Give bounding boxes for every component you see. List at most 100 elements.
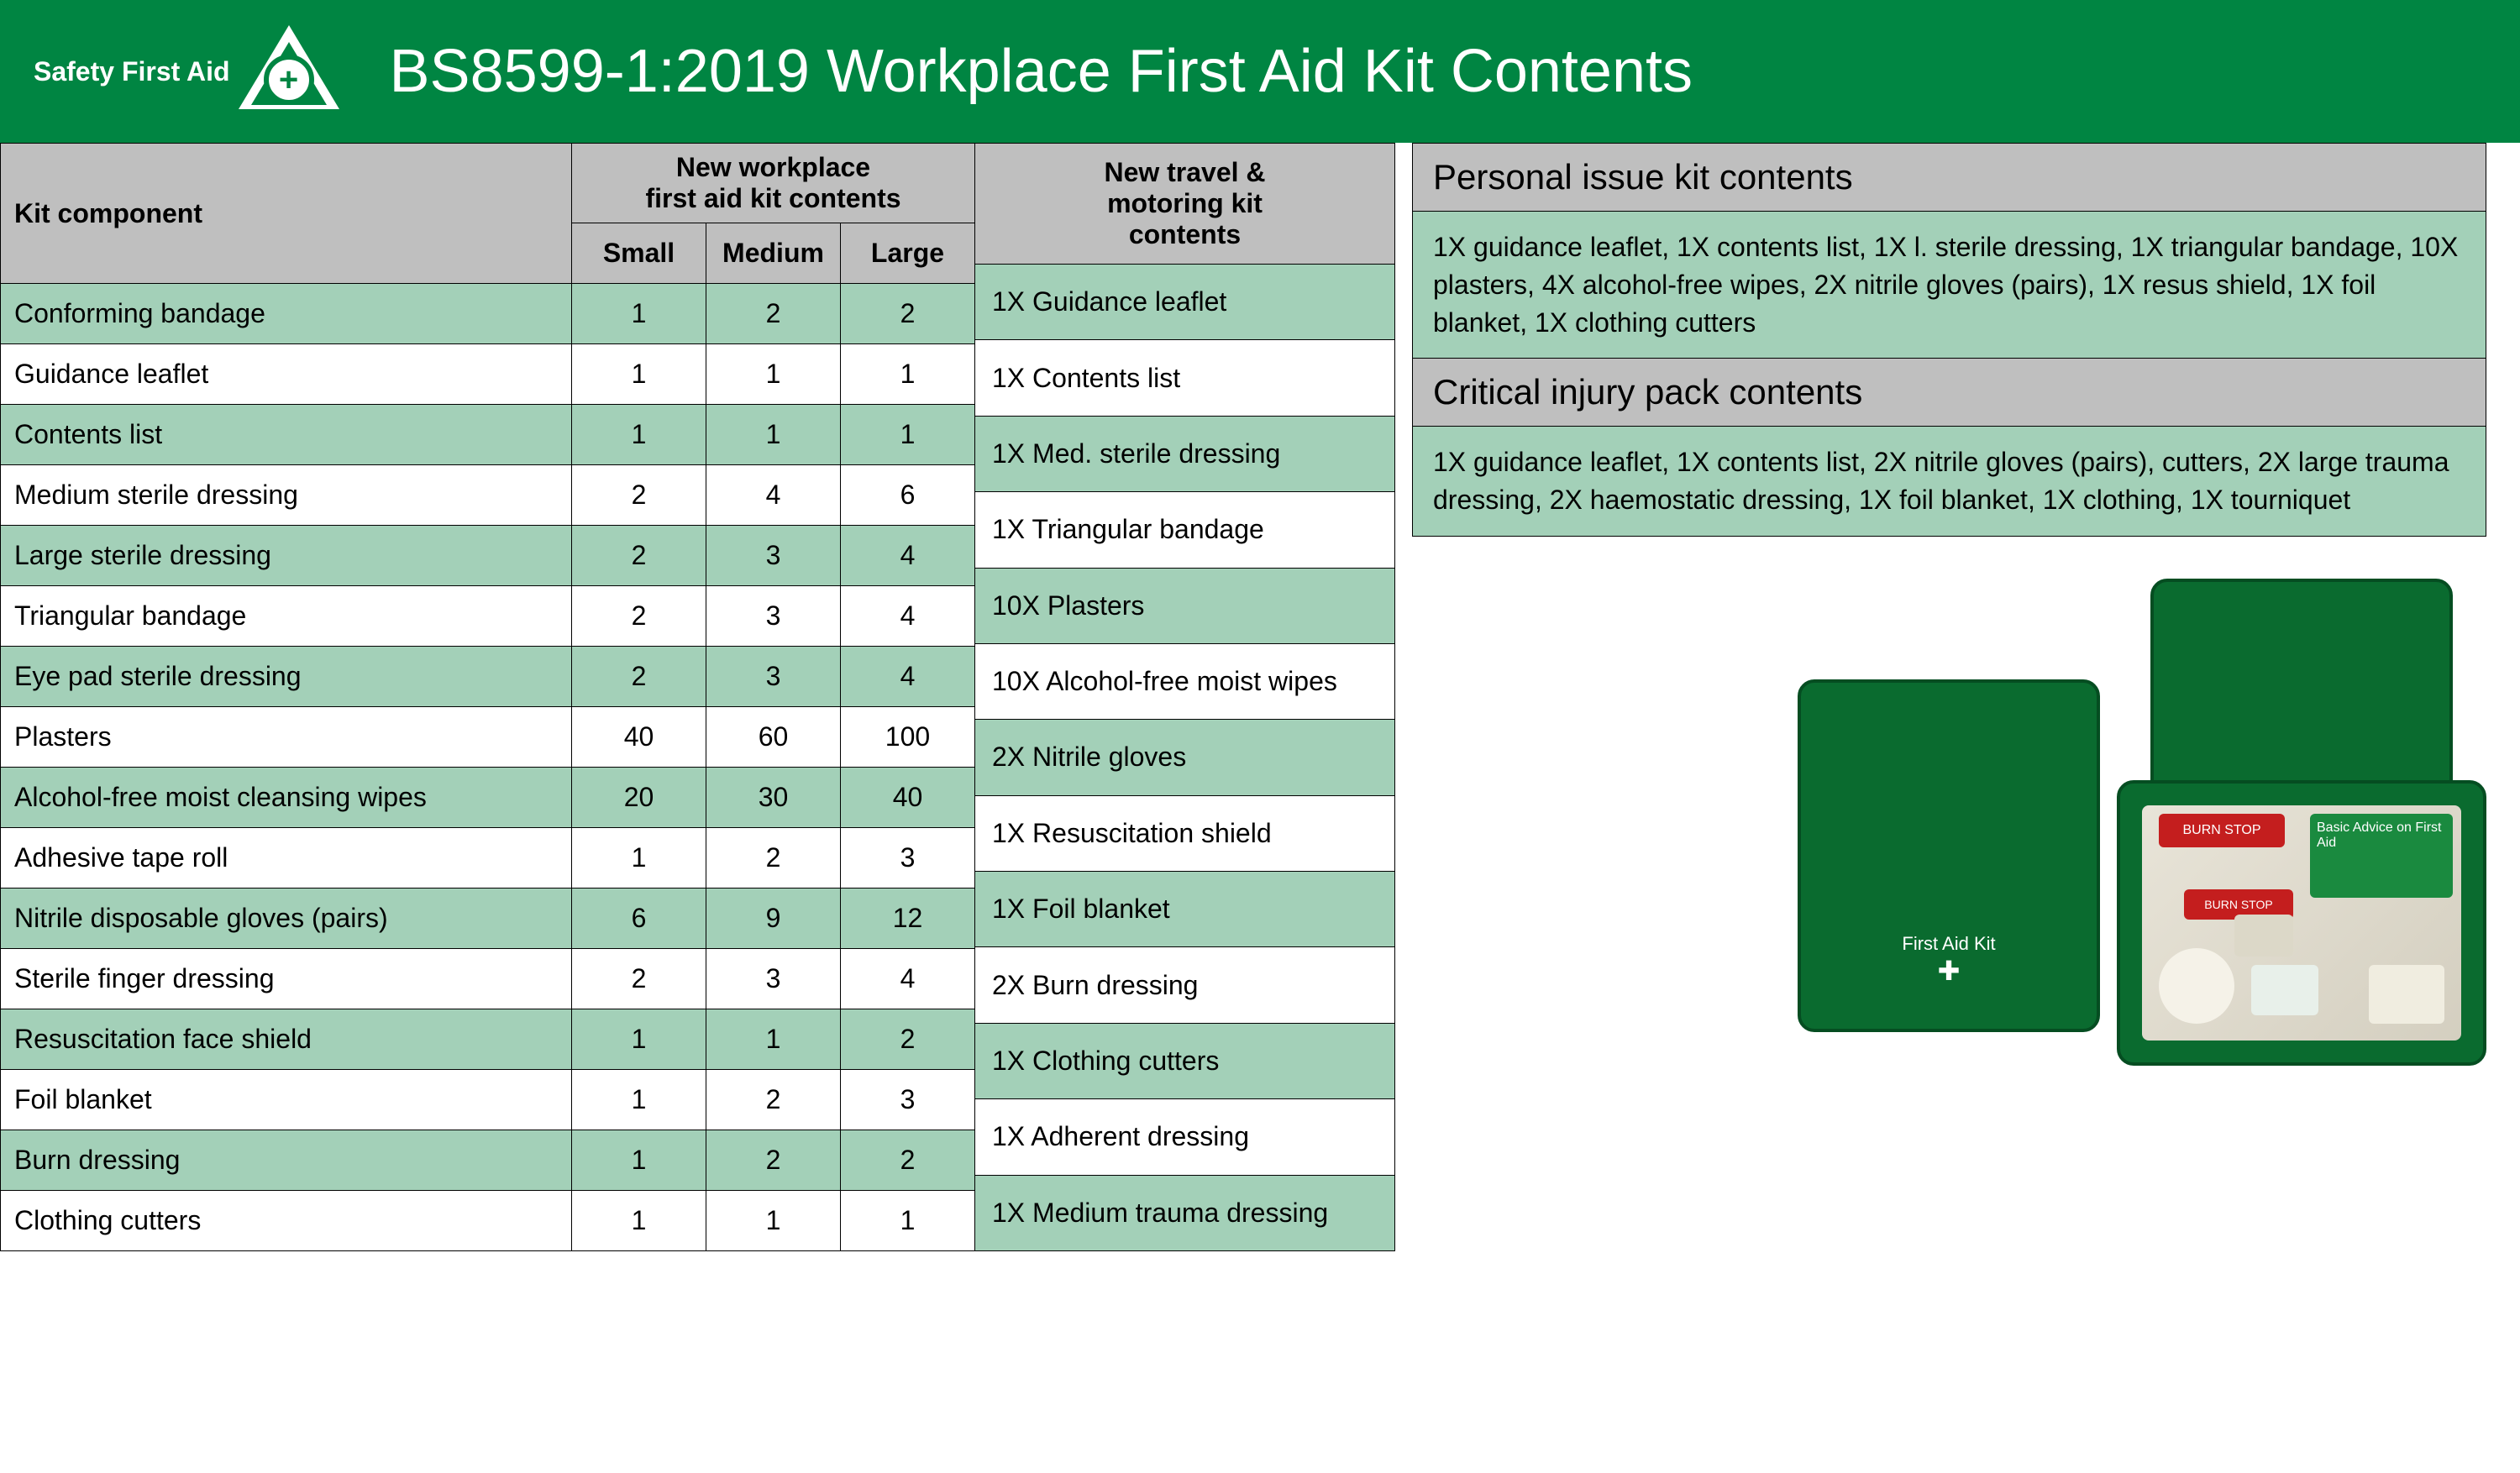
cell-medium: 1 [706, 1009, 841, 1070]
cell-small: 20 [572, 768, 706, 828]
cell-large: 2 [841, 284, 975, 344]
cell-travel-item: 1X Triangular bandage [975, 492, 1395, 568]
table-row: Medium sterile dressing246 [1, 465, 975, 526]
cell-component: Resuscitation face shield [1, 1009, 572, 1070]
main-kit-table: Kit component New workplace first aid ki… [0, 143, 975, 1251]
cell-small: 2 [572, 465, 706, 526]
cell-component: Alcohol-free moist cleansing wipes [1, 768, 572, 828]
cell-medium: 2 [706, 1070, 841, 1130]
cell-component: Triangular bandage [1, 586, 572, 647]
personal-issue-body: 1X guidance leaflet, 1X contents list, 1… [1413, 212, 2486, 358]
table-row: 1X Foil blanket [975, 872, 1395, 947]
table-row: 10X Alcohol-free moist wipes [975, 643, 1395, 719]
cell-medium: 1 [706, 344, 841, 405]
cell-small: 2 [572, 526, 706, 586]
cell-small: 1 [572, 405, 706, 465]
right-column: Personal issue kit contents 1X guidance … [1412, 143, 2520, 1251]
table-row: Triangular bandage234 [1, 586, 975, 647]
cell-large: 100 [841, 707, 975, 768]
cell-small: 2 [572, 586, 706, 647]
cell-component: Clothing cutters [1, 1191, 572, 1251]
cell-medium: 4 [706, 465, 841, 526]
cell-travel-item: 2X Nitrile gloves [975, 720, 1395, 795]
cell-medium: 2 [706, 1130, 841, 1191]
table-row: Clothing cutters111 [1, 1191, 975, 1251]
cell-travel-item: 1X Clothing cutters [975, 1023, 1395, 1098]
cell-small: 1 [572, 344, 706, 405]
cell-travel-item: 1X Foil blanket [975, 872, 1395, 947]
cell-medium: 3 [706, 586, 841, 647]
logo-icon: + [239, 21, 339, 122]
header-workplace-group: New workplace first aid kit contents [572, 144, 975, 223]
closed-case-label: First Aid Kit ✚ [1902, 933, 1995, 987]
cell-component: Medium sterile dressing [1, 465, 572, 526]
table-row: Sterile finger dressing234 [1, 949, 975, 1009]
supplies-icon: BURN STOP Basic Advice on First Aid BURN… [2142, 805, 2461, 1041]
cell-travel-item: 1X Adherent dressing [975, 1099, 1395, 1175]
cell-medium: 3 [706, 949, 841, 1009]
cell-medium: 1 [706, 1191, 841, 1251]
cell-large: 1 [841, 405, 975, 465]
cell-travel-item: 1X Medium trauma dressing [975, 1175, 1395, 1251]
cell-small: 1 [572, 1070, 706, 1130]
tables-column: Kit component New workplace first aid ki… [0, 143, 1395, 1251]
cell-medium: 60 [706, 707, 841, 768]
cell-small: 1 [572, 1191, 706, 1251]
header-medium: Medium [706, 223, 841, 284]
cell-large: 12 [841, 889, 975, 949]
cell-component: Eye pad sterile dressing [1, 647, 572, 707]
table-row: Conforming bandage122 [1, 284, 975, 344]
content-area: Kit component New workplace first aid ki… [0, 143, 2520, 1251]
kit-image-area: First Aid Kit ✚ BURN STOP Basic Advice o… [1412, 562, 2486, 1099]
cell-small: 1 [572, 1009, 706, 1070]
header-large: Large [841, 223, 975, 284]
table-row: 2X Burn dressing [975, 947, 1395, 1023]
critical-injury-title: Critical injury pack contents [1413, 359, 2486, 427]
cell-large: 3 [841, 828, 975, 889]
cell-large: 4 [841, 526, 975, 586]
cell-component: Conforming bandage [1, 284, 572, 344]
cell-travel-item: 1X Resuscitation shield [975, 795, 1395, 871]
cell-medium: 9 [706, 889, 841, 949]
cell-component: Adhesive tape roll [1, 828, 572, 889]
cell-travel-item: 10X Alcohol-free moist wipes [975, 643, 1395, 719]
cell-small: 40 [572, 707, 706, 768]
logo-text: Safety First Aid [34, 56, 230, 87]
personal-issue-box: Personal issue kit contents 1X guidance … [1412, 143, 2486, 359]
table-row: 1X Triangular bandage [975, 492, 1395, 568]
cell-component: Burn dressing [1, 1130, 572, 1191]
table-row: Eye pad sterile dressing234 [1, 647, 975, 707]
cell-travel-item: 1X Contents list [975, 340, 1395, 416]
table-row: Resuscitation face shield112 [1, 1009, 975, 1070]
cell-large: 1 [841, 1191, 975, 1251]
cell-small: 6 [572, 889, 706, 949]
cell-small: 1 [572, 828, 706, 889]
cell-medium: 1 [706, 405, 841, 465]
table-row: 1X Resuscitation shield [975, 795, 1395, 871]
table-row: Guidance leaflet111 [1, 344, 975, 405]
cell-large: 2 [841, 1130, 975, 1191]
table-row: Foil blanket123 [1, 1070, 975, 1130]
cell-large: 3 [841, 1070, 975, 1130]
cell-medium: 30 [706, 768, 841, 828]
table-row: 1X Med. sterile dressing [975, 416, 1395, 491]
cell-large: 6 [841, 465, 975, 526]
table-row: 1X Guidance leaflet [975, 265, 1395, 340]
cell-small: 1 [572, 1130, 706, 1191]
table-row: Plasters4060100 [1, 707, 975, 768]
page-header: Safety First Aid + BS8599-1:2019 Workpla… [0, 0, 2520, 143]
table-row: 1X Adherent dressing [975, 1099, 1395, 1175]
cell-small: 1 [572, 284, 706, 344]
table-row: 1X Contents list [975, 340, 1395, 416]
cell-component: Contents list [1, 405, 572, 465]
header-kit-component: Kit component [1, 144, 572, 284]
critical-injury-box: Critical injury pack contents 1X guidanc… [1412, 359, 2486, 537]
cell-component: Foil blanket [1, 1070, 572, 1130]
table-row: Adhesive tape roll123 [1, 828, 975, 889]
cell-medium: 3 [706, 526, 841, 586]
cell-small: 2 [572, 647, 706, 707]
page-title: BS8599-1:2019 Workplace First Aid Kit Co… [390, 37, 1693, 106]
cell-component: Large sterile dressing [1, 526, 572, 586]
table-row: Large sterile dressing234 [1, 526, 975, 586]
cell-large: 40 [841, 768, 975, 828]
